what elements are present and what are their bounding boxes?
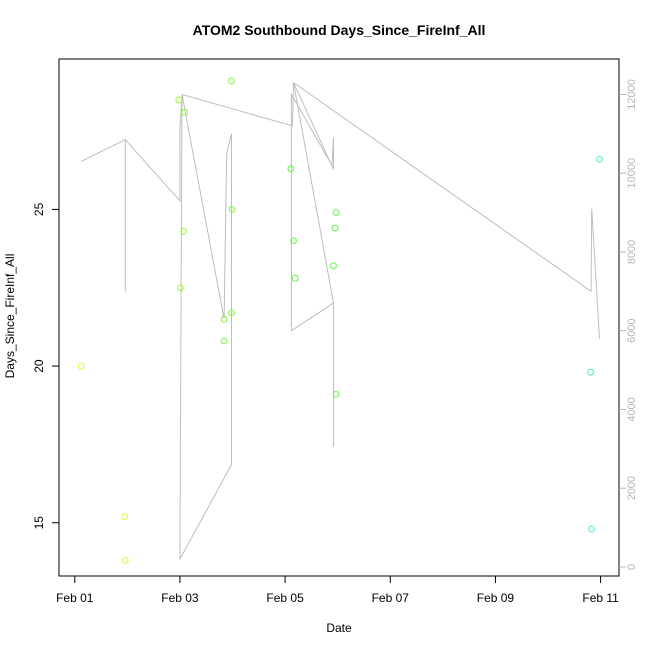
series-line xyxy=(80,81,600,560)
data-point xyxy=(177,284,184,292)
data-point xyxy=(332,390,340,398)
data-point xyxy=(332,209,340,216)
y2-tick-label: 2000 xyxy=(626,476,638,500)
y-tick-label: 15 xyxy=(32,516,46,530)
y2-tick-label: 4000 xyxy=(626,397,638,421)
y2-tick-label: 0 xyxy=(626,564,638,570)
x-tick-label: Feb 01 xyxy=(56,591,94,605)
y2-tick-label: 6000 xyxy=(626,318,638,342)
plot-area: Feb 01 Feb 03 Feb 05 Feb 07 Feb 09 Feb 11 15 20… xyxy=(32,58,638,605)
data-point xyxy=(180,227,188,235)
data-point xyxy=(175,96,183,104)
y-axis-label: Days_Since_FireInf_All xyxy=(3,254,17,379)
plot-frame xyxy=(58,58,620,577)
chart-title: ATOM2 Southbound Days_Since_FireInf_All xyxy=(193,22,486,38)
y2-tick-label: 8000 xyxy=(626,240,638,264)
x-tick-label: Feb 09 xyxy=(477,591,515,605)
data-point xyxy=(121,556,129,564)
data-point xyxy=(290,237,297,245)
y2-tick-label: 10000 xyxy=(626,158,638,189)
y-tick-label: 25 xyxy=(32,202,46,216)
data-point xyxy=(220,315,228,323)
data-point xyxy=(121,513,129,520)
data-point xyxy=(77,362,85,370)
data-point xyxy=(220,337,228,345)
data-point xyxy=(228,309,235,317)
data-point xyxy=(588,525,596,533)
x-tick-label: Feb 11 xyxy=(582,591,619,605)
x-tick-label: Feb 05 xyxy=(266,591,304,605)
y-tick-label: 20 xyxy=(32,359,46,373)
x-tick-label: Feb 03 xyxy=(161,591,199,605)
data-point xyxy=(587,368,595,376)
data-point xyxy=(331,224,339,232)
data-point xyxy=(330,262,337,270)
data-point xyxy=(596,155,603,163)
y2-tick-label: 12000 xyxy=(626,79,638,110)
data-point xyxy=(181,108,189,116)
data-point xyxy=(287,165,295,173)
x-tick-label: Feb 07 xyxy=(372,591,410,605)
x-axis-label: Date xyxy=(326,621,352,635)
data-point xyxy=(228,206,236,213)
data-point xyxy=(291,274,299,282)
data-point xyxy=(228,77,235,85)
